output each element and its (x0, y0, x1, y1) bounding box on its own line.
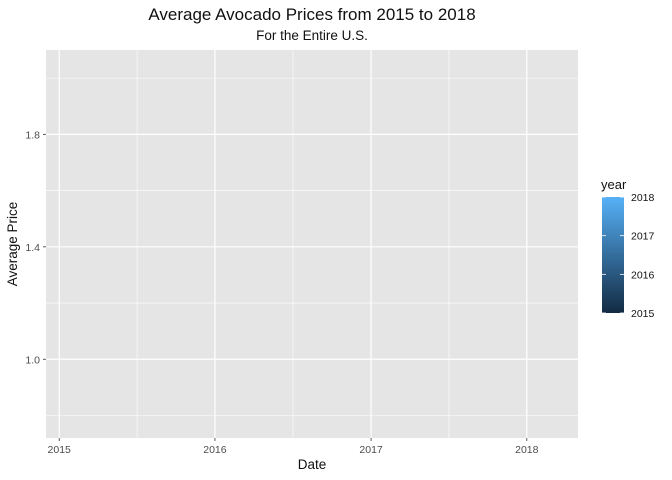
minor-gridlines (46, 50, 578, 438)
chart-title: Average Avocado Prices from 2015 to 2018 (148, 5, 475, 24)
x-axis: 2015 2016 2017 2018 (48, 438, 539, 456)
y-tick-label: 1.4 (25, 242, 40, 254)
chart-subtitle: For the Entire U.S. (256, 28, 368, 43)
y-axis: 1.0 1.4 1.8 (25, 129, 46, 366)
y-axis-title: Average Price (5, 202, 20, 287)
x-tick-label: 2015 (48, 444, 72, 456)
legend-label: 2016 (631, 269, 655, 281)
legend: year 2018 2017 2016 2015 (601, 177, 655, 320)
y-tick-label: 1.8 (25, 129, 40, 141)
legend-label: 2018 (631, 192, 655, 204)
legend-title: year (601, 177, 627, 192)
major-gridlines (46, 50, 578, 438)
legend-label: 2015 (631, 308, 655, 320)
x-tick-label: 2016 (203, 444, 227, 456)
legend-label: 2017 (631, 231, 655, 243)
legend-colorbar (602, 197, 624, 313)
y-tick-label: 1.0 (25, 354, 40, 366)
x-tick-label: 2018 (515, 444, 539, 456)
x-tick-label: 2017 (359, 444, 383, 456)
plot-panel (46, 50, 578, 438)
x-axis-title: Date (298, 457, 327, 472)
legend-ticks: 2018 2017 2016 2015 (602, 192, 655, 320)
